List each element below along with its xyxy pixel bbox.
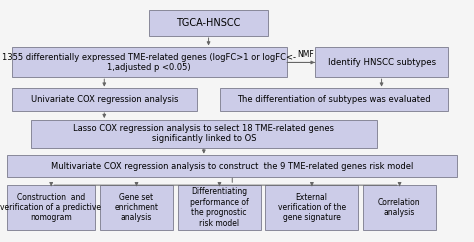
- Text: NMF: NMF: [297, 50, 314, 59]
- FancyBboxPatch shape: [178, 185, 261, 230]
- Text: Lasso COX regression analysis to select 18 TME-related genes
significantly linke: Lasso COX regression analysis to select …: [73, 124, 334, 144]
- Text: Multivariate COX regression analysis to construct  the 9 TME-related genes risk : Multivariate COX regression analysis to …: [51, 161, 413, 171]
- Text: External
verification of the
gene signature: External verification of the gene signat…: [278, 193, 346, 222]
- Text: Gene set
enrichment
analysis: Gene set enrichment analysis: [114, 193, 158, 222]
- FancyBboxPatch shape: [220, 88, 448, 111]
- FancyBboxPatch shape: [12, 47, 287, 77]
- Text: Construction  and
verification of a predictive
nomogram: Construction and verification of a predi…: [0, 193, 101, 222]
- FancyBboxPatch shape: [363, 185, 436, 230]
- FancyBboxPatch shape: [100, 185, 173, 230]
- FancyBboxPatch shape: [315, 47, 448, 77]
- Text: TGCA-HNSCC: TGCA-HNSCC: [176, 18, 241, 28]
- FancyBboxPatch shape: [31, 120, 377, 148]
- FancyBboxPatch shape: [12, 88, 197, 111]
- FancyBboxPatch shape: [149, 10, 268, 36]
- Text: Differentiating
performance of
the prognostic
risk model: Differentiating performance of the progn…: [190, 187, 248, 228]
- Text: Univariate COX regression analysis: Univariate COX regression analysis: [30, 95, 178, 104]
- Text: Identify HNSCC subtypes: Identify HNSCC subtypes: [328, 58, 436, 67]
- Text: The differentiation of subtypes was evaluated: The differentiation of subtypes was eval…: [237, 95, 431, 104]
- Text: 1355 differentially expressed TME-related genes (logFC>1 or logFC<-
1,adjusted p: 1355 differentially expressed TME-relate…: [2, 53, 296, 72]
- FancyBboxPatch shape: [265, 185, 358, 230]
- FancyBboxPatch shape: [7, 185, 95, 230]
- Text: Correlation
analysis: Correlation analysis: [378, 198, 420, 217]
- FancyBboxPatch shape: [7, 155, 457, 177]
